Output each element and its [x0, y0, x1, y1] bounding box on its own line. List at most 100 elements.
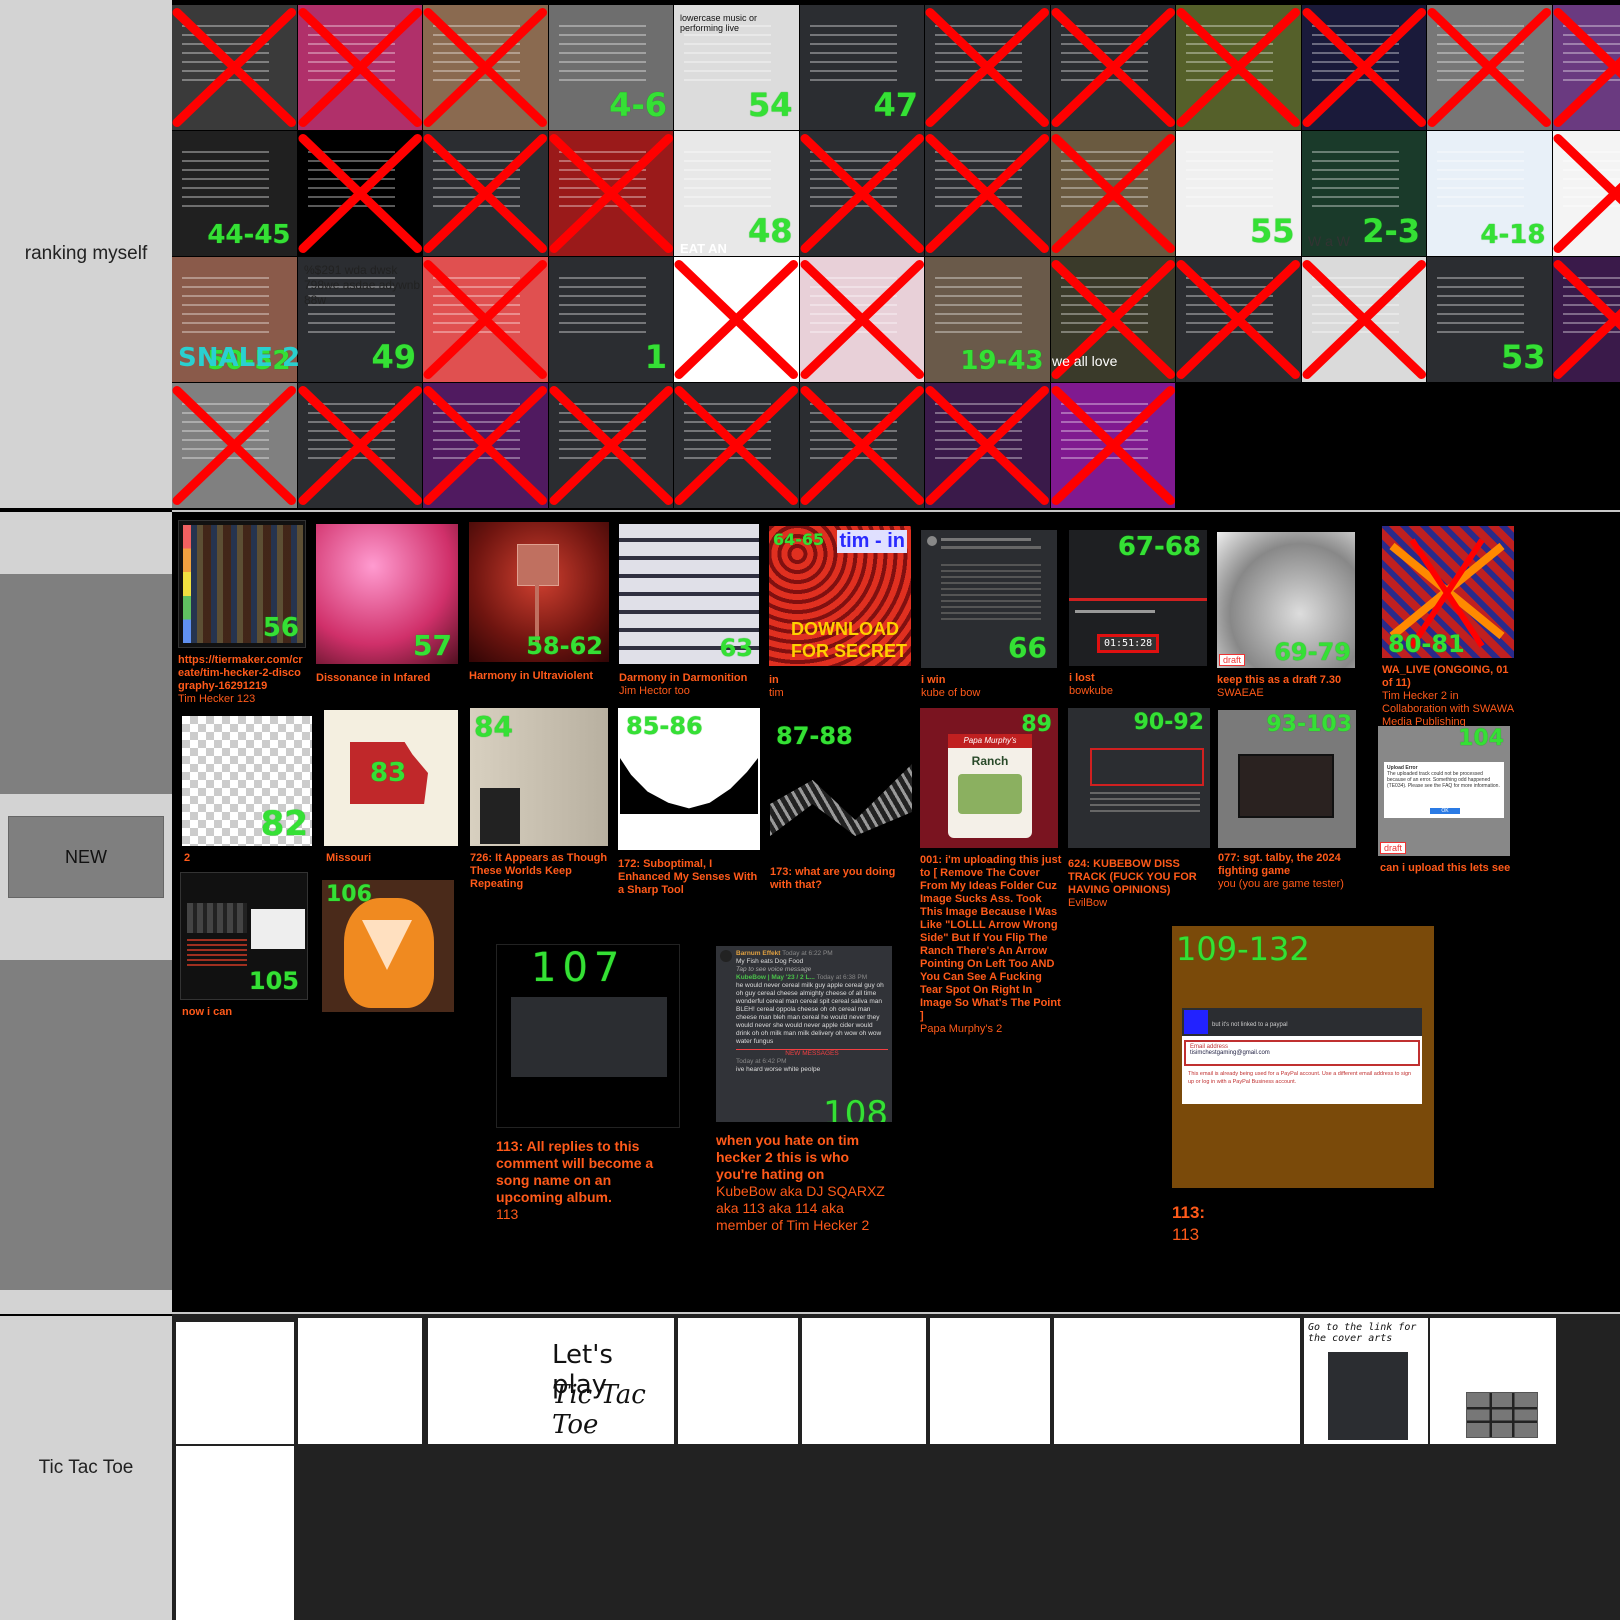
ranking-item-art [935, 403, 1023, 466]
paypal-email-field[interactable]: Email address tisimchestgaming@gmail.com [1184, 1040, 1420, 1066]
ranking-item[interactable] [674, 257, 799, 382]
ranking-item[interactable] [1050, 131, 1175, 256]
item-69-79-thumb[interactable]: draft 69-79 [1217, 532, 1355, 668]
ranking-item[interactable] [1552, 257, 1620, 382]
item-89-thumb[interactable]: Papa Murphy's Ranch 89 [920, 708, 1058, 848]
ranking-item-number: 4-6 [609, 86, 667, 124]
ranking-item[interactable] [423, 5, 548, 130]
ranking-item[interactable] [297, 131, 422, 256]
item-63-thumb[interactable]: 63 [619, 524, 759, 664]
item-66-thumb[interactable]: 66 [921, 530, 1057, 668]
item-105-thumb[interactable]: 105 [180, 872, 308, 1000]
item-56-title: https://tiermaker.com/create/tim-hecker-… [178, 654, 303, 692]
ttt-cell-7[interactable] [1054, 1318, 1300, 1444]
item-108-caption: when you hate on tim hecker 2 this is wh… [716, 1132, 894, 1234]
ranking-item[interactable] [1050, 5, 1175, 130]
ranking-item[interactable]: 55 [1176, 131, 1301, 256]
ranking-item[interactable] [1552, 5, 1620, 130]
item-108-thumb[interactable]: Barnum Effekt Today at 6:22 PM My Fish e… [716, 946, 892, 1122]
ranking-item[interactable] [1050, 383, 1175, 508]
ranking-item[interactable]: 47 [799, 5, 924, 130]
chat-msg-2: he would never cereal milk guy apple cer… [736, 982, 884, 1045]
ranking-item[interactable] [1301, 5, 1426, 130]
item-56-number: 56 [262, 613, 299, 643]
ranking-item[interactable] [548, 131, 673, 256]
upload-error-body: The uploaded track could not be processe… [1387, 771, 1500, 789]
ranking-item[interactable] [925, 5, 1050, 130]
item-80-81-title: WA_LIVE (ONGOING, 01 of 11) [1382, 664, 1509, 689]
ttt-cell-8[interactable]: Go to the link for the cover arts [1304, 1318, 1428, 1444]
ranking-item-art [558, 277, 646, 340]
ranking-item[interactable]: 1 [548, 257, 673, 382]
ranking-item[interactable]: 4-18 [1427, 131, 1552, 256]
ranking-item[interactable]: 49 [297, 257, 422, 382]
item-83-thumb[interactable]: 83 [324, 710, 458, 846]
item-84-thumb[interactable]: 84 [470, 708, 608, 846]
ttt-cell-5[interactable] [802, 1318, 926, 1444]
ranking-item[interactable] [1301, 257, 1426, 382]
ranking-item[interactable] [297, 383, 422, 508]
item-58-62-title: Harmony in Ultraviolent [469, 670, 594, 682]
item-67-68-thumb[interactable]: 01:51:28 67-68 [1069, 530, 1207, 666]
ranking-item[interactable] [548, 383, 673, 508]
ranking-item[interactable]: 48 [674, 131, 799, 256]
item-56-thumb[interactable]: 56 [178, 520, 306, 648]
item-109-132-thumb[interactable]: but it's not linked to a paypal Email ad… [1172, 926, 1434, 1188]
item-87-88-thumb[interactable]: 87-88 [770, 716, 912, 856]
item-82-thumb[interactable]: 82 [182, 716, 312, 846]
ttt-cell-4[interactable] [678, 1318, 798, 1444]
ttt-cell-1[interactable] [176, 1322, 294, 1444]
ranking-item[interactable] [1552, 131, 1620, 256]
item-80-81-thumb[interactable]: 80-81 [1382, 526, 1514, 658]
ranking-item[interactable] [423, 383, 548, 508]
ranking-item[interactable] [799, 257, 924, 382]
new-button[interactable]: NEW [8, 816, 164, 898]
ranking-item[interactable]: 54 [674, 5, 799, 130]
ranking-item[interactable] [423, 257, 548, 382]
item-106-thumb[interactable]: 106 [322, 880, 454, 1012]
ranking-item[interactable]: 50-52 [172, 257, 297, 382]
ranking-item-art [1186, 151, 1274, 214]
item-58-62-thumb[interactable]: 58-62 [469, 522, 609, 662]
tier-new-area: NEW [0, 794, 172, 960]
ranking-item[interactable] [925, 131, 1050, 256]
ranking-item[interactable] [423, 131, 548, 256]
item-57-number: 57 [413, 629, 452, 662]
item-64-65-thumb[interactable]: tim - in DOWNLOAD FOR SECRET 64-65 [769, 526, 911, 666]
ttt-cell-6[interactable] [930, 1318, 1050, 1444]
item-64-65-art-bottom: DOWNLOAD FOR SECRET [791, 619, 908, 661]
ranking-item[interactable]: 44-45 [172, 131, 297, 256]
ttt-cell-2[interactable] [298, 1318, 422, 1444]
ranking-item[interactable] [1176, 257, 1301, 382]
item-107-thumb[interactable]: 107 [496, 944, 680, 1128]
ranking-item[interactable] [1176, 5, 1301, 130]
ranking-item[interactable] [297, 5, 422, 130]
ranking-item[interactable]: 19-43 [925, 257, 1050, 382]
item-106-number: 106 [326, 882, 372, 907]
ranking-item[interactable] [172, 383, 297, 508]
ranking-item-art [1311, 277, 1399, 340]
item-104-thumb[interactable]: Upload Error The uploaded track could no… [1378, 726, 1510, 856]
ranking-item[interactable]: 4-6 [548, 5, 673, 130]
ranking-item[interactable] [1427, 5, 1552, 130]
ranking-item[interactable] [799, 383, 924, 508]
item-90-92-thumb[interactable]: 90-92 [1068, 708, 1210, 848]
item-85-86-thumb[interactable]: 85-86 [618, 708, 760, 850]
ttt-board [1466, 1392, 1538, 1438]
ranking-item[interactable]: 53 [1427, 257, 1552, 382]
ranking-item[interactable] [925, 383, 1050, 508]
upload-error-ok-button[interactable]: OK [1430, 808, 1460, 814]
ttt-cell-3[interactable]: Let's play Tic Tac Toe [428, 1318, 674, 1444]
ttt-cell-10[interactable] [176, 1446, 294, 1620]
item-63-number: 63 [719, 634, 753, 662]
item-93-103-thumb[interactable]: 93-103 [1218, 710, 1356, 848]
ranking-item[interactable] [172, 5, 297, 130]
item-56-artist: Tim Hecker 123 [178, 693, 256, 705]
ttt-cell-9[interactable] [1430, 1318, 1556, 1444]
ranking-item[interactable] [799, 131, 924, 256]
ranking-item[interactable] [674, 383, 799, 508]
item-57-thumb[interactable]: 57 [316, 524, 458, 664]
ranking-item[interactable]: 2-3 [1301, 131, 1426, 256]
item-109-132-title: 113: [1172, 1203, 1206, 1222]
ranking-item[interactable] [1050, 257, 1175, 382]
